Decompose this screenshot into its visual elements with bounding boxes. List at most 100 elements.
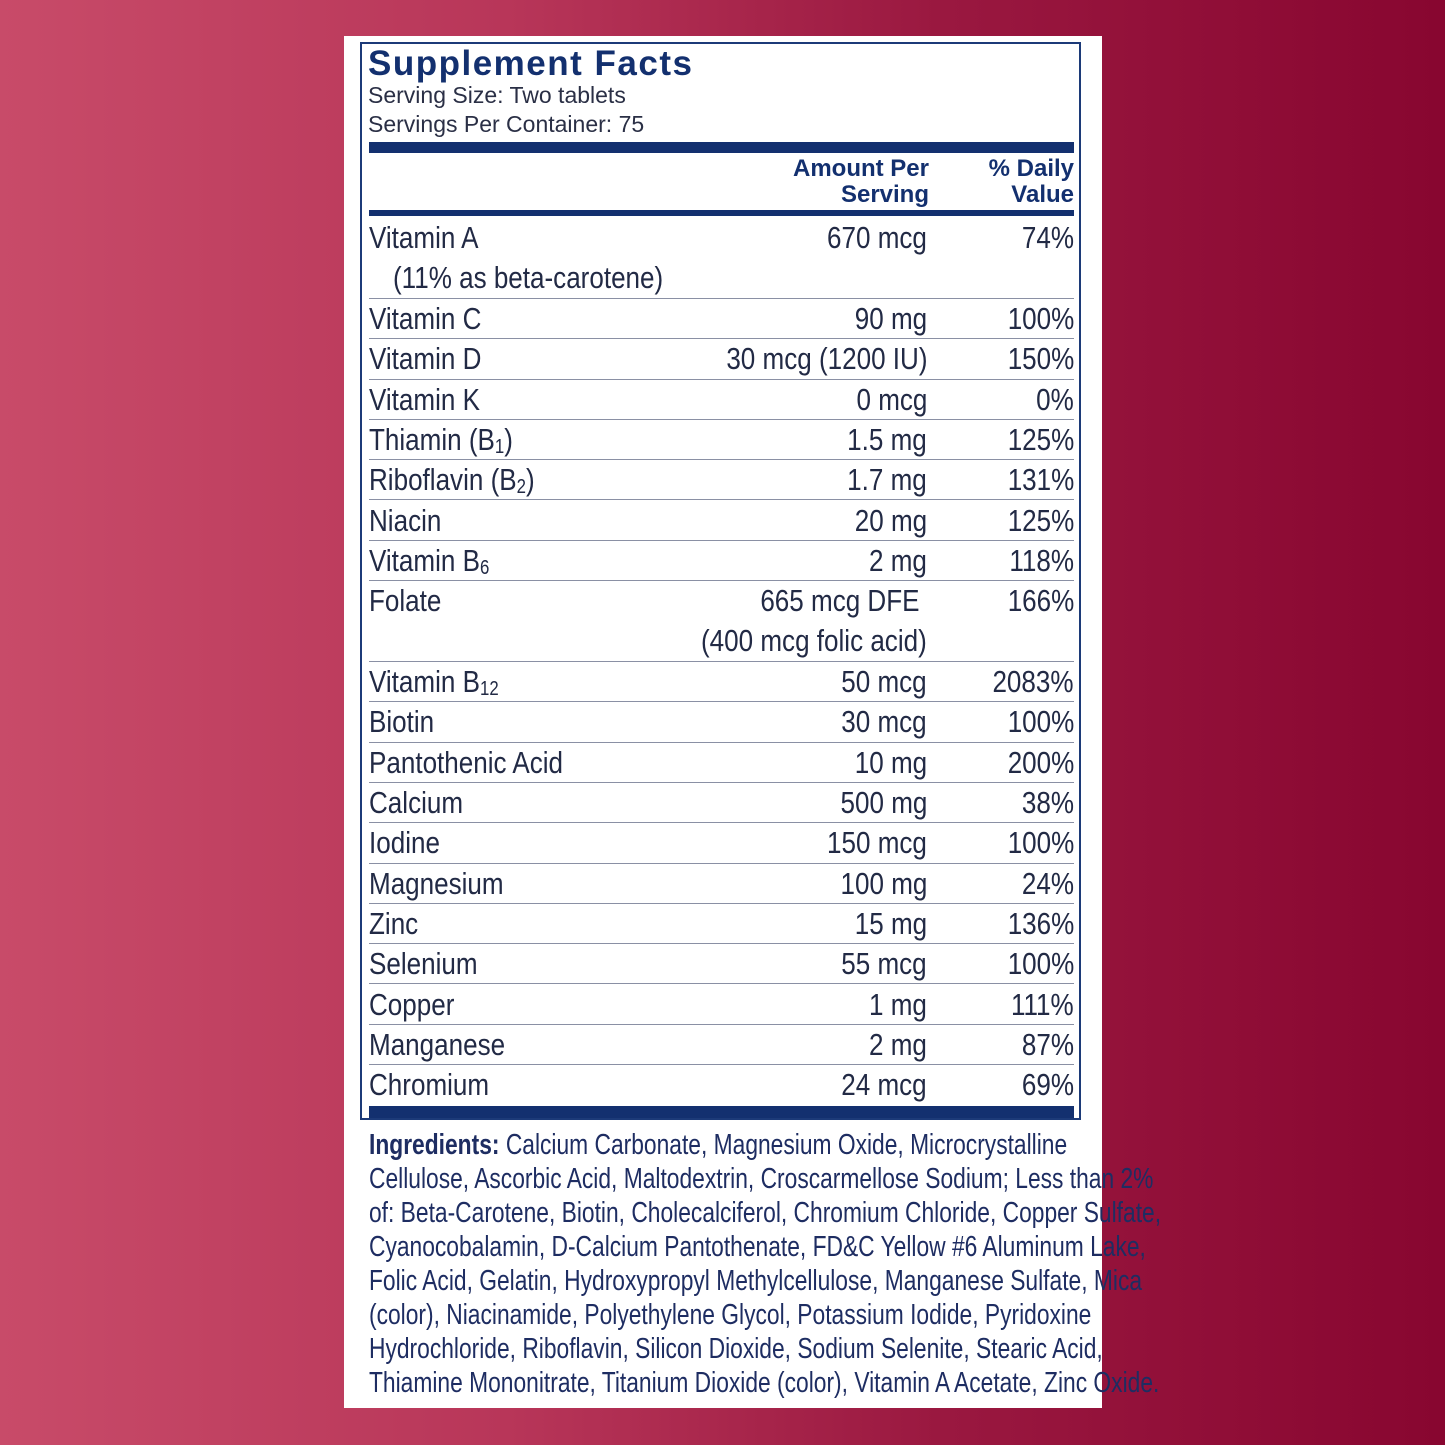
nutrient-row: Vitamin A 670 mcg 74% (11% as beta-carotene… xyxy=(369,218,1074,299)
amount-cell: 1.5 mg xyxy=(832,420,927,460)
amount-cell: 500 mg xyxy=(824,783,927,823)
facts-panel xyxy=(360,42,1081,1120)
amount-value: 100 mg xyxy=(840,865,927,901)
name-cell: Selenium xyxy=(369,944,498,984)
name-cell: Manganese xyxy=(369,1025,531,1065)
daily-value: 166% xyxy=(1007,583,1074,619)
amount-cell: 24 mcg xyxy=(825,1065,927,1105)
amount-cell: 150 mcg xyxy=(808,823,927,863)
ingredients-line: (color), Niacinamide, Polyethylene Glyco… xyxy=(369,1299,1092,1331)
amount-value: 30 mcg (1200 IU) xyxy=(725,341,927,377)
amount-cell: 100 mg xyxy=(824,864,927,904)
name-cell: Pantothenic Acid xyxy=(369,743,600,783)
daily-value: 69% xyxy=(1021,1067,1074,1103)
ingredients-line-text: Calcium Carbonate, Magnesium Oxide, Micr… xyxy=(499,1129,1068,1161)
ingredients-line: Cyanocobalamin, D-Calcium Pantothenate, … xyxy=(369,1231,1146,1263)
amount-cell: 20 mg xyxy=(841,501,927,541)
amount-value: 2 mg xyxy=(869,542,927,578)
nutrient-name: Pantothenic Acid xyxy=(369,744,564,780)
daily-value-cell: 131% xyxy=(995,460,1074,500)
daily-value-cell: 136% xyxy=(995,904,1074,944)
daily-value-cell: 0% xyxy=(1029,380,1074,420)
daily-value: 131% xyxy=(1007,462,1074,498)
name-cell: Biotin xyxy=(369,702,447,742)
nutrient-row: Niacin 20 mg 125% xyxy=(369,501,1074,541)
nutrient-name: Vitamin A xyxy=(369,220,479,255)
name-cell: Vitamin A xyxy=(369,218,499,258)
nutrient-row: Calcium 500 mg 38% xyxy=(369,783,1074,824)
nutrient-row: Vitamin K 0 mcg 0% xyxy=(369,380,1074,420)
amount-cell: 1 mg xyxy=(858,985,927,1025)
daily-value: 100% xyxy=(1007,946,1074,982)
name-cell: Riboflavin (B2) xyxy=(369,460,566,507)
amount-value: 10 mg xyxy=(854,744,927,780)
amount-cell: 55 mcg xyxy=(825,944,927,984)
daily-value-cell: 38% xyxy=(1012,783,1074,823)
nutrient-row: Selenium 55 mcg 100% xyxy=(369,944,1074,985)
daily-value-cell: 100% xyxy=(995,702,1074,742)
name-cell: Vitamin B6 xyxy=(369,541,512,588)
amount-value: 665 mcg DFE xyxy=(760,583,920,619)
name-cell: Copper xyxy=(369,985,471,1025)
daily-value: 38% xyxy=(1021,785,1074,820)
daily-value: 87% xyxy=(1021,1026,1074,1062)
nutrient-name: Folate xyxy=(369,583,442,619)
bottom-divider xyxy=(369,1106,1074,1118)
daily-value: 118% xyxy=(1009,542,1074,578)
amount-cell: 15 mg xyxy=(841,904,927,944)
amount-value: 90 mg xyxy=(854,301,927,336)
nutrient-row: Pantothenic Acid 10 mg 200% xyxy=(369,743,1074,783)
ingredients-line: Hydrochloride, Riboflavin, Silicon Dioxi… xyxy=(369,1333,1103,1365)
daily-value: 2083% xyxy=(992,664,1074,700)
daily-value-cell: 100% xyxy=(995,299,1074,339)
daily-value-cell: 125% xyxy=(995,420,1074,460)
amount-cell: 2 mg xyxy=(858,1025,927,1065)
nutrient-name: Vitamin D xyxy=(369,341,482,377)
name-cell: Iodine xyxy=(369,823,453,863)
name-cell: Vitamin D xyxy=(369,339,503,379)
amount-cell: 665 mcg DFE xyxy=(730,581,920,621)
dv-header-line1: % Daily xyxy=(988,155,1074,182)
nutrient-name: Niacin xyxy=(369,502,442,538)
supplement-facts-label: Supplement Facts Serving Size: Two table… xyxy=(344,36,1161,1408)
nutrient-row: Zinc 15 mg 136% xyxy=(369,904,1074,945)
nutrient-name: Manganese xyxy=(369,1026,506,1062)
nutrient-name: Riboflavin (B2) xyxy=(369,462,535,499)
nutrient-name: Thiamin (B1) xyxy=(369,421,513,458)
nutrient-name: Zinc xyxy=(369,905,419,941)
note-text: (11% as beta-carotene) xyxy=(393,260,664,295)
nutrient-row: Vitamin B6 2 mg 118% xyxy=(369,541,1074,582)
nutrient-row: Vitamin B12 50 mcg 2083% xyxy=(369,662,1074,703)
ingredients-line: Ingredients: Calcium Carbonate, Magnesiu… xyxy=(369,1128,1161,1162)
daily-value: 125% xyxy=(1007,421,1074,457)
daily-value-cell: 2083% xyxy=(977,662,1074,702)
daily-value: 125% xyxy=(1007,502,1074,538)
daily-value: 100% xyxy=(1007,825,1074,861)
amount-note-text: (400 mcg folic acid) xyxy=(701,623,927,659)
amount-value: 50 mcg xyxy=(841,664,927,700)
amount-value: 15 mg xyxy=(854,905,927,941)
nutrient-name: Iodine xyxy=(369,825,440,861)
name-cell: Folate xyxy=(369,581,455,621)
daily-value: 136% xyxy=(1007,905,1074,941)
daily-value: 100% xyxy=(1007,301,1074,336)
name-cell: Vitamin C xyxy=(369,299,503,339)
daily-value-cell: 166% xyxy=(995,581,1074,621)
daily-value: 100% xyxy=(1007,704,1074,740)
ingredients-line: of: Beta-Carotene, Biotin, Cholecalcifer… xyxy=(369,1197,1162,1229)
amount-cell: 10 mg xyxy=(841,743,927,783)
nutrient-row: Chromium 24 mcg 69% xyxy=(369,1065,1074,1105)
nutrient-row: Manganese 2 mg 87% xyxy=(369,1025,1074,1066)
daily-value-header: % Daily Value xyxy=(989,156,1074,208)
amount-cell: 90 mg xyxy=(841,299,927,339)
nutrient-name: Selenium xyxy=(369,946,478,982)
amount-value: 150 mcg xyxy=(827,825,927,861)
daily-value-cell: 24% xyxy=(1012,864,1074,904)
amount-header-line2: Serving xyxy=(840,181,929,208)
daily-value: 24% xyxy=(1021,865,1074,901)
nutrient-name: Chromium xyxy=(369,1067,490,1103)
nutrient-name: Vitamin B6 xyxy=(369,542,490,579)
daily-value-cell: 125% xyxy=(995,501,1074,541)
servings-per-container: Servings Per Container: 75 xyxy=(368,111,645,137)
ingredients-label: Ingredients: xyxy=(369,1129,500,1161)
